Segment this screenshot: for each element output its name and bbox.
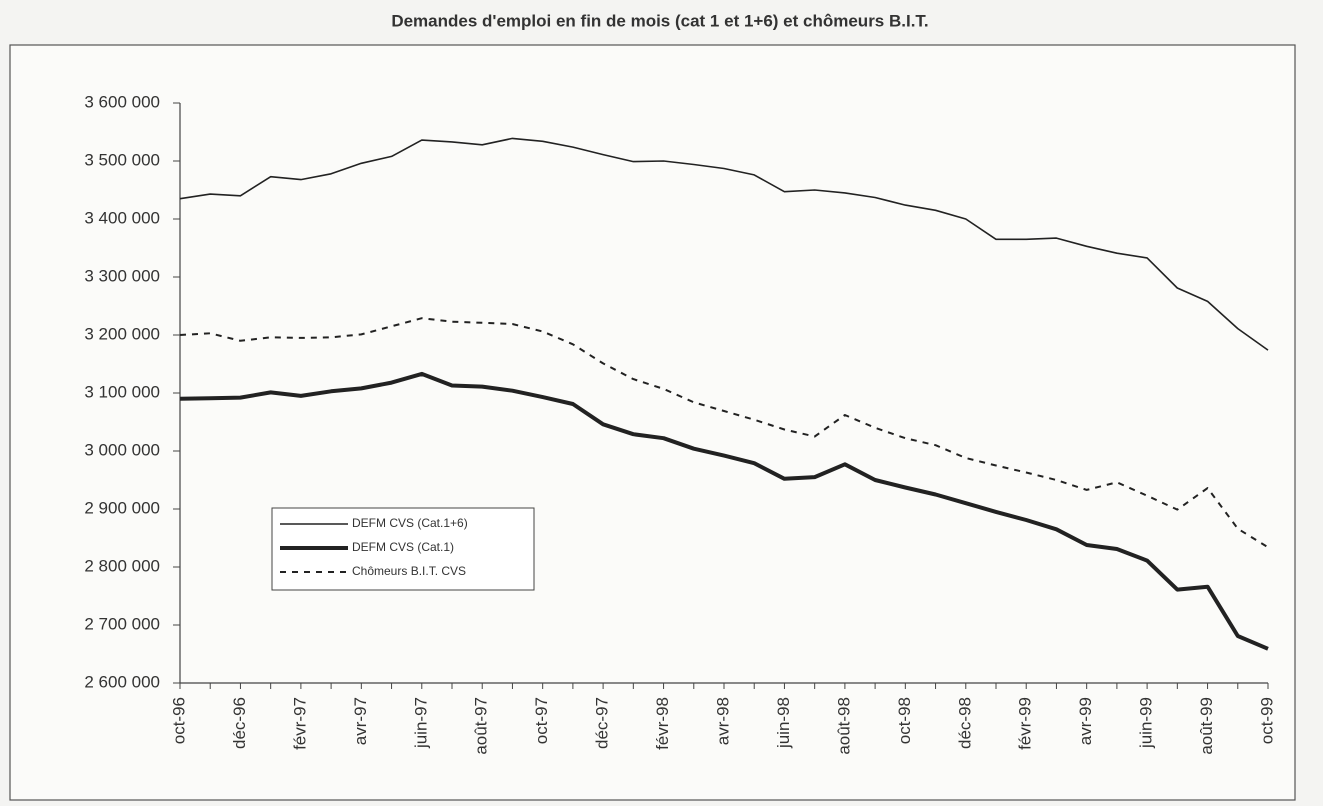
chart-frame — [9, 44, 1296, 801]
y-tick-label: 3 500 000 — [84, 150, 160, 169]
x-tick-label: déc-98 — [955, 697, 974, 749]
x-tick-label: déc-97 — [593, 697, 612, 749]
x-tick-label: avr-99 — [1076, 697, 1095, 745]
legend-label: Chômeurs B.I.T. CVS — [352, 564, 466, 578]
legend: DEFM CVS (Cat.1+6) DEFM CVS (Cat.1) Chômeu… — [271, 507, 535, 591]
series-line — [179, 371, 1269, 651]
x-tick-label: déc-96 — [230, 697, 249, 749]
x-tick-label: févr-99 — [1016, 697, 1035, 750]
x-tick-label: févr-97 — [290, 697, 309, 750]
y-tick-label: 3 400 000 — [84, 208, 160, 227]
x-tick-label: avr-97 — [351, 697, 370, 745]
series-line — [179, 317, 1269, 549]
y-tick-label: 2 600 000 — [84, 672, 160, 691]
x-tick-label: avr-98 — [713, 697, 732, 745]
x-tick-label: août-97 — [472, 697, 491, 755]
y-tick-label: 2 800 000 — [84, 556, 160, 575]
x-tick-label: juin-99 — [1137, 697, 1156, 749]
x-tick-label: oct-99 — [1257, 697, 1276, 744]
series-line — [179, 137, 1269, 351]
y-tick-label: 3 100 000 — [84, 382, 160, 401]
x-tick-label: oct-96 — [169, 697, 188, 744]
x-tick-label: oct-98 — [895, 697, 914, 744]
x-tick-label: juin-97 — [411, 697, 430, 749]
y-tick-label: 3 600 000 — [84, 92, 160, 111]
y-tick-label: 3 000 000 — [84, 440, 160, 459]
legend-label: DEFM CVS (Cat.1) — [352, 540, 454, 554]
legend-label: DEFM CVS (Cat.1+6) — [352, 516, 468, 530]
y-tick-label: 2 900 000 — [84, 498, 160, 517]
x-tick-label: juin-98 — [774, 697, 793, 749]
x-tick-label: févr-98 — [653, 697, 672, 750]
chart-title: Demandes d'emploi en fin de mois (cat 1 … — [391, 11, 928, 30]
y-tick-label: 2 700 000 — [84, 614, 160, 633]
x-tick-label: oct-97 — [532, 697, 551, 744]
x-tick-label: août-99 — [1197, 697, 1216, 755]
y-tick-label: 3 300 000 — [84, 266, 160, 285]
y-tick-label: 3 200 000 — [84, 324, 160, 343]
x-tick-label: août-98 — [834, 697, 853, 755]
